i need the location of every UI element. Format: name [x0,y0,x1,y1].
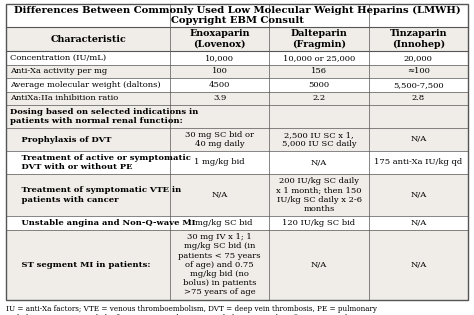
Text: 1 mg/kg SC bid: 1 mg/kg SC bid [187,219,253,227]
Text: 2.2: 2.2 [312,94,326,102]
Text: Differences Between Commonly Used Low Molecular Weight Heparins (LMWH)
Copyright: Differences Between Commonly Used Low Mo… [14,6,460,25]
Text: Enoxaparin
(Lovenox): Enoxaparin (Lovenox) [190,29,250,49]
Text: 120 IU/kg SC bid: 120 IU/kg SC bid [283,219,356,227]
Text: 3.9: 3.9 [213,94,227,102]
Text: 30 mg SC bid or
40 mg daily: 30 mg SC bid or 40 mg daily [185,131,254,148]
Text: Characteristic: Characteristic [50,35,126,43]
Bar [6,151,468,174]
Text: 30 mg IV x 1; 1
mg/kg SC bid (in
patients < 75 years
of age) and 0.75
mg/kg bid : 30 mg IV x 1; 1 mg/kg SC bid (in patient… [178,233,261,296]
Text: N/A: N/A [410,261,427,269]
Text: 2.8: 2.8 [412,94,425,102]
Text: Treatment of active or symptomatic
    DVT with or without PE: Treatment of active or symptomatic DVT w… [10,154,191,171]
Text: N/A: N/A [410,135,427,144]
Bar [6,128,468,151]
Text: Unstable angina and Non-Q-wave MI: Unstable angina and Non-Q-wave MI [10,219,195,227]
Text: 4500: 4500 [209,81,230,89]
Text: ≈100: ≈100 [407,67,430,75]
Bar [6,27,468,51]
Bar [6,78,468,91]
Text: IU = anti-Xa factors; VTE = venous thromboembolism, DVT = deep vein thrombosis, : IU = anti-Xa factors; VTE = venous throm… [6,305,377,315]
Text: AntiXa:IIa inhibition ratio: AntiXa:IIa inhibition ratio [10,94,118,102]
Text: Dalteparin
(Fragmin): Dalteparin (Fragmin) [291,29,347,49]
Bar [6,4,468,27]
Text: 5000: 5000 [309,81,329,89]
Bar [6,65,468,78]
Text: Prophylaxis of DVT: Prophylaxis of DVT [10,135,111,144]
Text: 20,000: 20,000 [404,54,433,62]
Text: 156: 156 [311,67,327,75]
Text: N/A: N/A [410,219,427,227]
Bar [6,91,468,105]
Bar [6,105,468,128]
Text: N/A: N/A [211,191,228,199]
Text: N/A: N/A [410,191,427,199]
Text: Treatment of symptomatic VTE in
    patients with cancer: Treatment of symptomatic VTE in patients… [10,186,181,203]
Text: Anti-Xa activity per mg: Anti-Xa activity per mg [10,67,107,75]
Text: N/A: N/A [311,158,327,167]
Text: Average molecular weight (daltons): Average molecular weight (daltons) [10,81,161,89]
Text: Tinzaparin
(Innohep): Tinzaparin (Innohep) [390,29,447,49]
Text: 175 anti-Xa IU/kg qd: 175 anti-Xa IU/kg qd [374,158,463,167]
Bar [6,230,468,300]
Text: 1 mg/kg bid: 1 mg/kg bid [194,158,245,167]
Text: ST segment MI in patients:: ST segment MI in patients: [10,261,151,269]
Bar [6,174,468,216]
Text: 100: 100 [212,67,228,75]
Text: 2,500 IU SC x 1,
5,000 IU SC daily: 2,500 IU SC x 1, 5,000 IU SC daily [282,131,356,148]
Text: 10,000 or 25,000: 10,000 or 25,000 [283,54,355,62]
Text: 200 IU/kg SC daily
x 1 month; then 150
IU/kg SC daily x 2-6
months: 200 IU/kg SC daily x 1 month; then 150 I… [276,177,362,213]
Text: Dosing based on selected indications in
patients with normal renal function:: Dosing based on selected indications in … [10,108,199,125]
Bar [6,216,468,230]
Bar [6,51,468,65]
Text: 10,000: 10,000 [205,54,234,62]
Text: Concentration (IU/mL): Concentration (IU/mL) [10,54,106,62]
Text: N/A: N/A [311,261,327,269]
Text: 5,500-7,500: 5,500-7,500 [393,81,444,89]
